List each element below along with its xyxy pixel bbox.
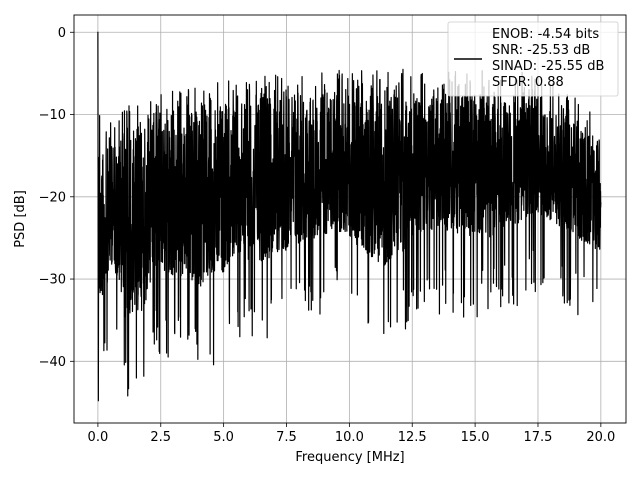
legend-line-sfdr: SFDR: 0.88 — [492, 75, 564, 90]
x-tick-label: 2.5 — [150, 430, 171, 445]
legend-line-sinad: SINAD: -25.55 dB — [492, 59, 604, 74]
psd-series-line — [97, 31, 602, 402]
legend: ENOB: -4.54 bits SNR: -25.53 dB SINAD: -… — [447, 21, 619, 97]
y-tick-label: −20 — [39, 190, 66, 205]
y-axis-ticks: 0 −10 −20 −30 −40 — [39, 26, 74, 370]
x-tick-label: 7.5 — [276, 430, 297, 445]
x-tick-label: 17.5 — [524, 430, 553, 445]
y-tick-label: −40 — [39, 355, 66, 370]
x-tick-label: 5.0 — [213, 430, 234, 445]
x-tick-label: 12.5 — [398, 430, 427, 445]
y-axis-label: PSD [dB] — [13, 190, 28, 248]
x-tick-label: 20.0 — [586, 430, 615, 445]
x-tick-label: 10.0 — [335, 430, 364, 445]
y-tick-label: 0 — [58, 26, 66, 41]
plot-frame — [73, 14, 627, 424]
x-axis-ticks: 0.0 2.5 5.0 7.5 10.0 12.5 15.0 17.5 20.0 — [88, 423, 615, 445]
y-tick-label: −10 — [39, 108, 66, 123]
legend-box — [447, 21, 619, 97]
y-tick-label: −30 — [39, 273, 66, 288]
x-tick-label: 0.0 — [88, 430, 109, 445]
x-axis-label: Frequency [MHz] — [295, 450, 404, 465]
legend-line-snr: SNR: -25.53 dB — [492, 43, 590, 58]
x-tick-label: 15.0 — [461, 430, 490, 445]
series-layer — [97, 31, 602, 402]
legend-line-enob: ENOB: -4.54 bits — [492, 27, 599, 42]
